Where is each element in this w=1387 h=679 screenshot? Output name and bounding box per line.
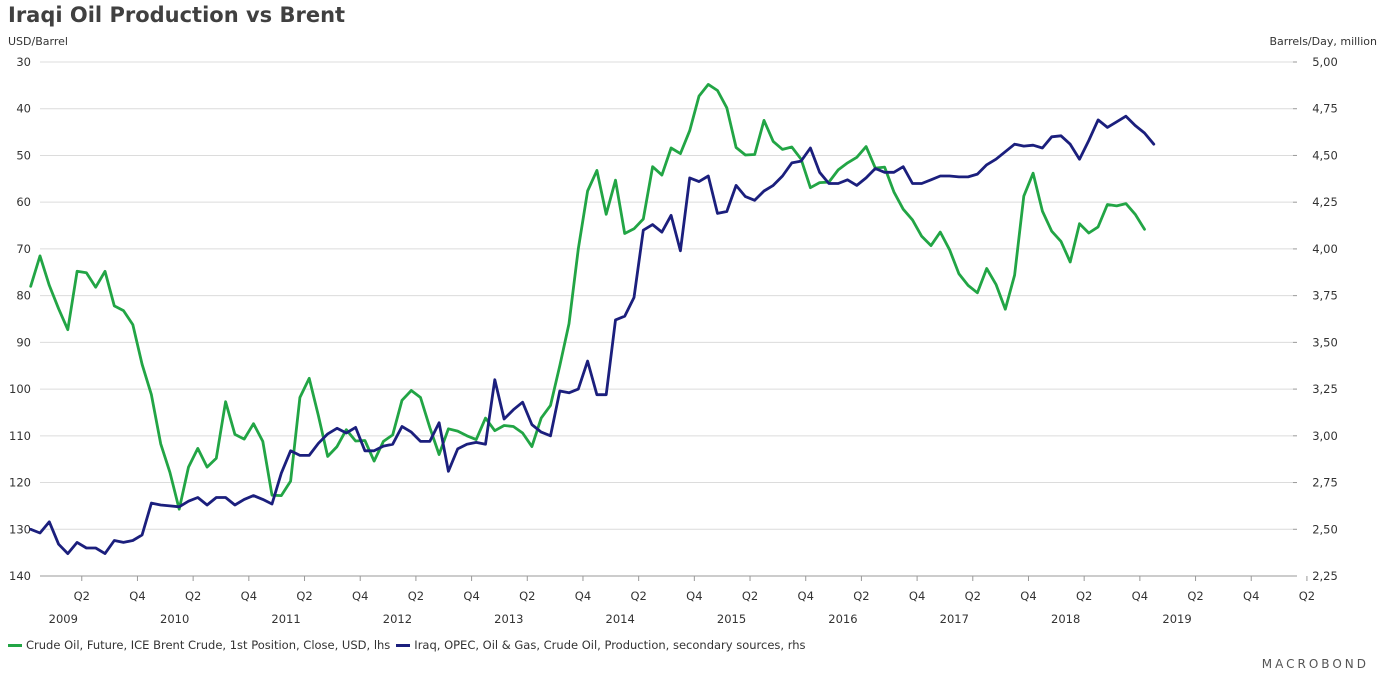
left-tick-label: 80 [16, 289, 31, 303]
legend-label-brent: Crude Oil, Future, ICE Brent Crude, 1st … [26, 638, 391, 652]
legend-item-brent: Crude Oil, Future, ICE Brent Crude, 1st … [8, 638, 390, 652]
x-year-label: 2015 [717, 612, 746, 626]
legend-label-iraq: Iraq, OPEC, Oil & Gas, Crude Oil, Produc… [414, 638, 806, 652]
right-tick-label: 3,75 [1312, 289, 1338, 303]
x-year-label: 2010 [160, 612, 189, 626]
right-tick-label: 3,00 [1312, 429, 1338, 443]
x-quarter-label: Q2 [519, 589, 535, 603]
chart-title: Iraqi Oil Production vs Brent [8, 3, 346, 27]
left-tick-label: 50 [16, 148, 31, 162]
x-year-label: 2014 [606, 612, 635, 626]
right-tick-label: 5,00 [1312, 55, 1338, 69]
right-tick-label: 4,00 [1312, 242, 1338, 256]
right-tick-label: 3,50 [1312, 335, 1338, 349]
left-tick-label: 70 [16, 242, 31, 256]
left-tick-label: 100 [9, 382, 31, 396]
x-quarter-label: Q2 [185, 589, 201, 603]
left-tick-label: 120 [9, 476, 31, 490]
left-tick-label: 130 [9, 522, 31, 536]
series-lines [29, 83, 1156, 555]
left-tick-label: 40 [16, 102, 31, 116]
x-quarter-label: Q2 [1299, 589, 1315, 603]
x-axis: Q2 Q4 Q2 Q4 Q2 Q4 Q2 Q4 Q2 Q4 Q2 Q4 Q2 Q4 Q2 Q4 Q2 Q4 Q2 Q4… [40, 575, 1315, 626]
right-axis-unit: Barrels/Day, million [1269, 35, 1377, 48]
x-quarter-label: Q4 [575, 589, 591, 603]
x-quarter-label: Q4 [909, 589, 925, 603]
x-year-label: 2016 [828, 612, 857, 626]
left-tick-label: 110 [9, 429, 31, 443]
x-quarter-label: Q4 [1020, 589, 1036, 603]
x-quarter-label: Q2 [630, 589, 646, 603]
legend-swatch-brent [8, 643, 22, 647]
right-tick-label: 4,50 [1312, 148, 1338, 162]
right-tick-label: 4,25 [1312, 195, 1338, 209]
legend-swatch-iraq [396, 643, 411, 647]
x-quarter-label: Q2 [408, 589, 424, 603]
left-axis: 30 40 50 60 70 80 90 100 110 120 130 140 [9, 55, 31, 583]
x-year-label: 2018 [1051, 612, 1080, 626]
x-year-label: 2013 [494, 612, 523, 626]
left-tick-label: 140 [9, 569, 31, 583]
series-line-brent [29, 83, 1146, 511]
x-quarter-label: Q2 [742, 589, 758, 603]
right-tick-label: 3,25 [1312, 382, 1338, 396]
left-tick-label: 90 [16, 335, 31, 349]
x-year-label: 2009 [49, 612, 78, 626]
legend: Crude Oil, Future, ICE Brent Crude, 1st … [8, 638, 812, 652]
x-year-label: 2017 [940, 612, 969, 626]
right-tick-label: 4,75 [1312, 102, 1338, 116]
legend-item-iraq: Iraq, OPEC, Oil & Gas, Crude Oil, Produc… [396, 638, 806, 652]
x-quarter-label: Q2 [1076, 589, 1092, 603]
x-quarter-label: Q4 [798, 589, 814, 603]
left-tick-label: 60 [16, 195, 31, 209]
x-quarter-label: Q4 [241, 589, 257, 603]
right-tick-label: 2,25 [1312, 569, 1338, 583]
x-year-label: 2011 [271, 612, 300, 626]
x-quarter-label: Q2 [1187, 589, 1203, 603]
x-quarter-label: Q4 [463, 589, 479, 603]
right-tick-label: 2,50 [1312, 522, 1338, 536]
x-quarter-label: Q2 [965, 589, 981, 603]
series-line-iraq [29, 114, 1156, 555]
x-year-label: 2012 [383, 612, 412, 626]
x-quarter-label: Q4 [1243, 589, 1259, 603]
x-quarter-label: Q2 [853, 589, 869, 603]
x-quarter-label: Q2 [74, 589, 90, 603]
x-quarter-label: Q4 [1132, 589, 1148, 603]
x-quarter-label: Q4 [129, 589, 145, 603]
left-tick-label: 30 [16, 55, 31, 69]
left-axis-unit: USD/Barrel [8, 35, 68, 48]
x-quarter-label: Q4 [352, 589, 368, 603]
brand-logo: MACROBOND [1261, 657, 1369, 671]
x-quarter-label: Q4 [686, 589, 702, 603]
right-tick-label: 2,75 [1312, 476, 1338, 490]
x-quarter-label: Q2 [296, 589, 312, 603]
right-axis: 5,00 4,75 4,50 4,25 4,00 3,75 3,50 3,25 3,00 2,75… [1293, 55, 1338, 583]
x-year-label: 2019 [1162, 612, 1191, 626]
